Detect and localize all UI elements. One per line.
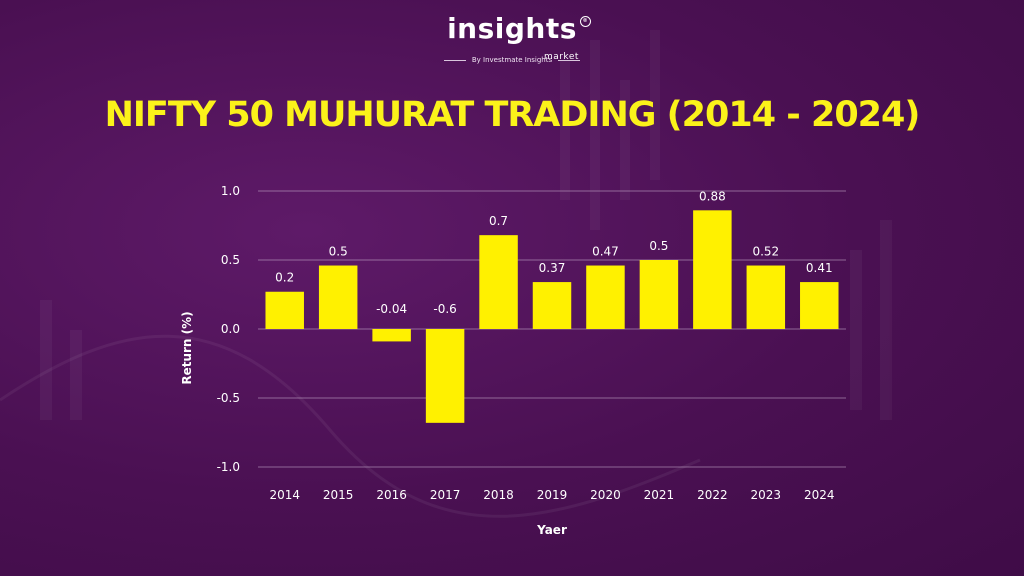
y-tick-label: 0.0 — [221, 322, 240, 336]
x-tick-label: 2021 — [644, 488, 675, 502]
bar — [746, 265, 786, 329]
bar — [425, 329, 465, 423]
brand-name: insights — [447, 12, 577, 45]
x-tick-label: 2019 — [537, 488, 568, 502]
x-tick-label: 2018 — [483, 488, 514, 502]
data-label: -0.6 — [433, 302, 456, 316]
y-axis-label: Return (%) — [180, 311, 194, 384]
x-tick-label: 2022 — [697, 488, 728, 502]
bar — [586, 265, 625, 329]
data-label: 0.41 — [806, 261, 833, 275]
data-label: 0.37 — [539, 261, 566, 275]
data-label: 0.52 — [752, 245, 779, 259]
y-tick-label: 0.5 — [221, 253, 240, 267]
data-label: 0.88 — [699, 189, 726, 203]
x-tick-label: 2020 — [590, 488, 621, 502]
bar — [639, 260, 679, 329]
brand-logo: insights ® market — [447, 12, 591, 62]
bar — [532, 282, 572, 329]
bar — [693, 210, 732, 329]
tagline-text: By Investmate Insights — [471, 56, 553, 64]
brand-header: insights ® market By Investmate Insights — [0, 14, 1024, 64]
brand-sub: market — [543, 52, 579, 62]
tagline-divider — [443, 59, 466, 61]
y-tick-label: -1.0 — [217, 460, 240, 474]
x-tick-label: 2023 — [751, 488, 782, 502]
chart-title: NIFTY 50 MUHURAT TRADING (2014 - 2024) — [104, 95, 921, 135]
bar — [318, 265, 358, 329]
x-tick-label: 2016 — [376, 488, 407, 502]
data-label: 0.47 — [592, 245, 619, 259]
data-label: 0.2 — [275, 271, 294, 285]
data-label: 0.7 — [489, 214, 508, 228]
bar — [372, 329, 411, 342]
bar — [265, 291, 304, 329]
data-label: 0.5 — [329, 245, 348, 259]
y-tick-label: -0.5 — [217, 391, 240, 405]
tagline-divider — [558, 59, 581, 61]
x-tick-label: 2017 — [430, 488, 461, 502]
x-tick-label: 2024 — [804, 488, 835, 502]
x-tick-label: 2014 — [269, 488, 300, 502]
brand-tagline: By Investmate Insights — [0, 56, 1024, 64]
y-tick-label: 1.0 — [221, 184, 240, 198]
x-axis-label: Yaer — [536, 523, 567, 537]
bar — [800, 282, 839, 329]
registered-mark-icon: ® — [579, 16, 591, 27]
bar — [479, 235, 518, 329]
data-label: -0.04 — [376, 302, 407, 316]
x-tick-label: 2015 — [323, 488, 354, 502]
data-label: 0.5 — [649, 239, 668, 253]
